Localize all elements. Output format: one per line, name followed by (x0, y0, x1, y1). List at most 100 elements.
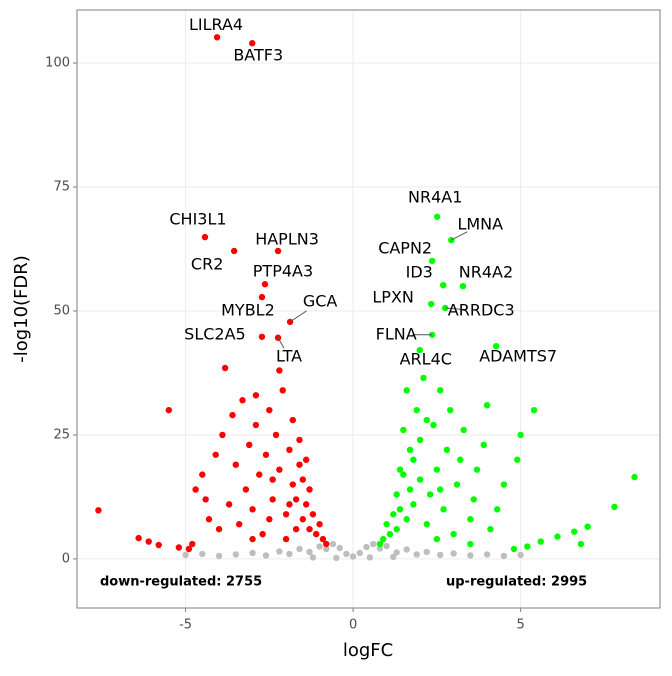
point (406, 486, 414, 493)
point (416, 436, 424, 444)
point (500, 481, 508, 488)
point (229, 411, 236, 419)
point (292, 496, 300, 503)
point (416, 346, 423, 354)
point (457, 456, 464, 463)
point (215, 552, 223, 560)
point (403, 387, 410, 394)
point (571, 528, 578, 535)
y-tick-label: 0 (62, 551, 70, 566)
point (259, 530, 266, 538)
point (319, 535, 327, 543)
point (423, 521, 430, 528)
point (433, 535, 441, 543)
annotation: down-regulated: 2755 (100, 575, 262, 590)
point (235, 521, 243, 528)
point (577, 540, 585, 548)
point (306, 548, 313, 556)
point (393, 491, 400, 498)
gene-label: CR2 (191, 254, 223, 273)
gene-label: ARL4C (400, 350, 452, 369)
point (296, 545, 303, 553)
point (215, 525, 223, 533)
point (282, 535, 290, 543)
point (473, 466, 481, 473)
point (249, 535, 256, 543)
point (262, 451, 270, 458)
point (185, 545, 193, 553)
gene-label: PTP4A3 (253, 262, 313, 281)
point (393, 549, 400, 556)
point (192, 486, 199, 493)
point (316, 543, 323, 550)
point (423, 548, 430, 556)
point (443, 446, 451, 454)
point (396, 506, 404, 513)
point (252, 392, 260, 399)
point (95, 507, 102, 514)
gene-label: LPXN (372, 288, 414, 307)
point (212, 451, 219, 458)
point (483, 401, 491, 409)
point (530, 406, 538, 414)
point (221, 364, 229, 372)
point (249, 40, 256, 47)
y-tick-label: 100 (45, 56, 70, 71)
y-tick-label: 75 (53, 180, 70, 195)
point (440, 506, 447, 513)
point (376, 540, 384, 548)
point (286, 446, 293, 454)
point (611, 503, 618, 511)
point (336, 544, 343, 552)
point (306, 486, 313, 493)
point (400, 471, 407, 478)
point (199, 471, 206, 478)
point (524, 543, 531, 550)
point (393, 525, 400, 533)
point (299, 476, 307, 483)
point (437, 387, 444, 394)
point (487, 525, 494, 533)
panel-border (76, 9, 661, 609)
point (383, 542, 390, 550)
point (225, 501, 233, 508)
point (460, 426, 467, 434)
point (483, 551, 491, 558)
point (430, 421, 437, 429)
point (423, 416, 430, 424)
point (232, 551, 240, 558)
point (437, 486, 444, 493)
gene-label: CHI3L1 (169, 210, 226, 229)
point (202, 496, 209, 503)
point (286, 550, 293, 558)
point (510, 545, 518, 553)
point (266, 406, 273, 414)
point (189, 540, 196, 548)
point (383, 521, 390, 528)
point (276, 367, 283, 374)
point (269, 476, 276, 483)
point (249, 549, 256, 557)
point (363, 543, 370, 551)
point (262, 552, 270, 559)
gene-label: NR4A1 (408, 187, 462, 206)
point (165, 406, 173, 414)
point (232, 461, 240, 468)
gene-label: ID3 (406, 263, 433, 282)
point (428, 257, 436, 265)
point (219, 431, 226, 439)
point (274, 247, 282, 255)
point (400, 426, 407, 434)
gene-label: LILRA4 (189, 15, 243, 34)
point (145, 538, 152, 545)
point (175, 544, 183, 551)
point (448, 236, 455, 244)
point (230, 247, 238, 255)
point (440, 281, 447, 289)
point (296, 436, 303, 444)
point (500, 552, 508, 560)
point (309, 554, 317, 561)
point (289, 481, 296, 488)
label-leader (445, 307, 466, 311)
